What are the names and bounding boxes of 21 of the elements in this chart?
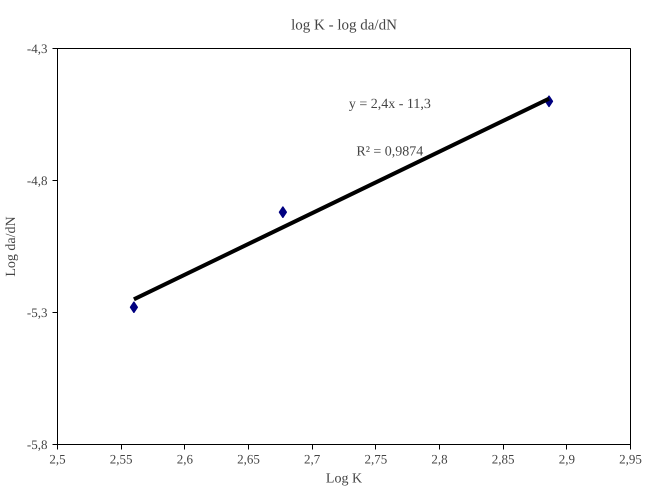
y-tick-label: -4,3 xyxy=(26,41,48,56)
x-tick-label: 2,7 xyxy=(304,452,321,466)
x-tick-label: 2,75 xyxy=(364,452,388,466)
x-tick-label: 2,55 xyxy=(110,452,133,466)
point xyxy=(278,206,288,218)
x-tick-label: 2,6 xyxy=(176,452,194,466)
point xyxy=(130,301,138,314)
x-tick-label: 2,8 xyxy=(431,452,448,466)
y-tick-label: -5,8 xyxy=(26,437,48,452)
x-tick-label: 2,95 xyxy=(619,452,642,466)
y-tick-label: -5,3 xyxy=(26,305,48,320)
annotation: R² = 0,9874 xyxy=(356,144,424,160)
x-axis-title: Log K xyxy=(326,472,362,486)
annotation: y = 2,4x - 11,3 xyxy=(348,96,431,112)
chart-title: log K - log da/dN xyxy=(291,18,398,34)
x-tick-label: 2,5 xyxy=(49,452,66,466)
x-tick-label: 2,85 xyxy=(492,452,515,466)
y-tick-label: -4,8 xyxy=(26,173,48,188)
x-tick-label: 2,65 xyxy=(237,452,260,466)
x-tick-label: 2,9 xyxy=(558,452,575,466)
y-axis-title: Log da/dN xyxy=(4,216,19,277)
